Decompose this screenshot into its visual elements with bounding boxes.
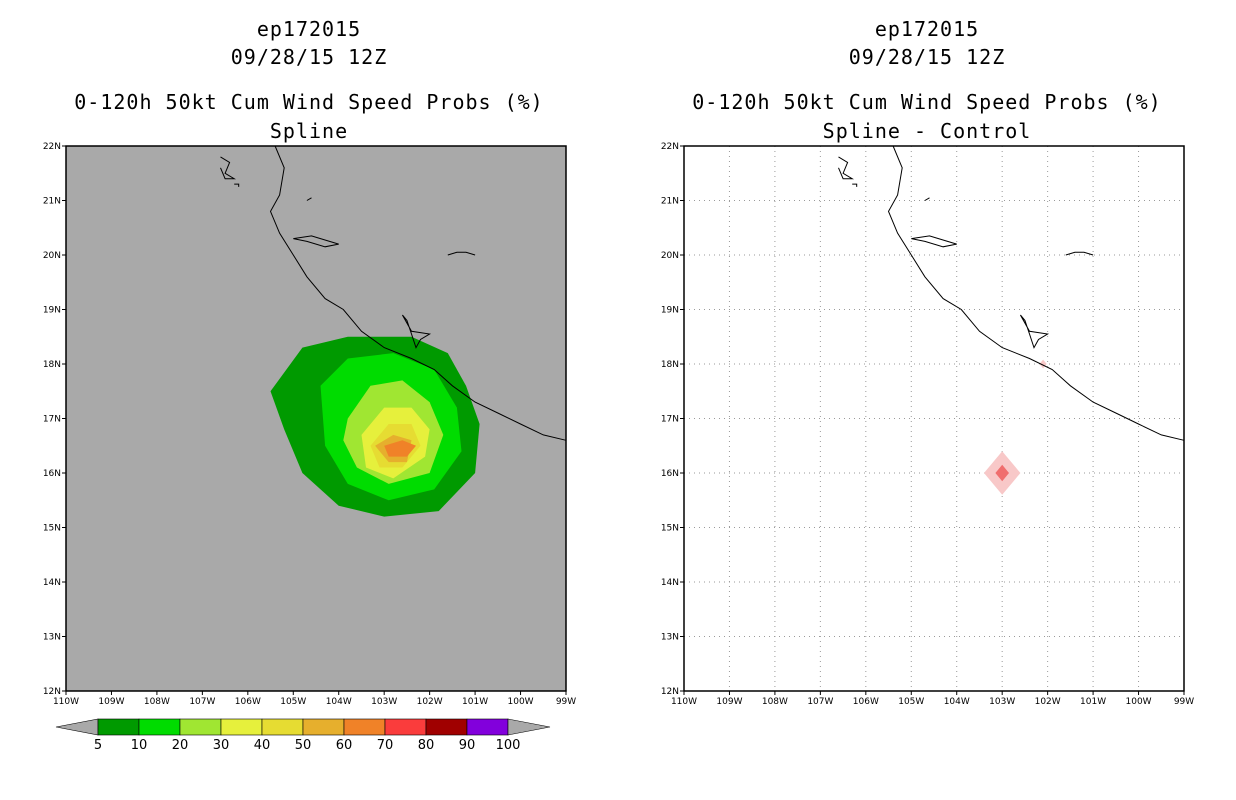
island-outline (911, 235, 957, 248)
lon-tick-label: 100W (508, 697, 534, 707)
island-outline (852, 183, 858, 187)
right-panel: ep172015 09/28/15 12Z 0-120h 50kt Cum Wi… (618, 0, 1236, 800)
island-outline (293, 235, 339, 248)
colorbar-label: 10 (131, 738, 148, 753)
lon-tick-label: 107W (807, 697, 833, 707)
colorbar-swatch (302, 718, 345, 736)
colorbar-label: 80 (418, 738, 435, 753)
lon-tick-label: 108W (762, 697, 788, 707)
lat-tick-label: 13N (43, 633, 61, 643)
colorbar-label: 5 (94, 738, 102, 753)
colorbar-swatch (343, 718, 386, 736)
coastline (269, 145, 567, 441)
lat-tick-label: 13N (661, 633, 679, 643)
left-panel: ep172015 09/28/15 12Z 0-120h 50kt Cum Wi… (43, 17, 576, 753)
island-outline (220, 156, 237, 180)
lon-tick-label: 107W (189, 697, 215, 707)
lat-tick-label: 19N (661, 306, 679, 316)
inland-outline (401, 314, 432, 349)
lat-tick-label: 21N (43, 197, 61, 207)
lon-tick-label: 99W (556, 697, 576, 707)
storm-id: ep172015 (256, 17, 362, 41)
difference-feature (995, 464, 1009, 482)
lon-tick-label: 110W (53, 697, 79, 707)
lat-tick-label: 15N (661, 524, 679, 534)
lat-tick-label: 16N (661, 469, 679, 479)
colorbar-swatch (179, 718, 222, 736)
colorbar-end-arrow (55, 718, 99, 736)
lon-tick-label: 104W (326, 697, 352, 707)
lat-tick-label: 21N (661, 197, 679, 207)
coastline (887, 145, 1185, 441)
colorbar-swatch (220, 718, 263, 736)
product-title: 0-120h 50kt Cum Wind Speed Probs (%) (692, 90, 1162, 114)
colorbar-swatch (466, 718, 509, 736)
forecast-datetime: 09/28/15 12Z (230, 45, 388, 69)
lon-tick-label: 102W (417, 697, 443, 707)
lon-tick-label: 108W (144, 697, 170, 707)
inland-outline (1019, 314, 1050, 349)
colorbar-label: 50 (295, 738, 312, 753)
lon-tick-label: 110W (671, 697, 697, 707)
colorbar-label: 90 (459, 738, 476, 753)
colorbar-label: 30 (213, 738, 230, 753)
island-outline (234, 183, 240, 187)
lat-tick-label: 22N (661, 142, 679, 152)
lon-tick-label: 105W (280, 697, 306, 707)
colorbar-swatch (425, 718, 468, 736)
lat-tick-label: 15N (43, 524, 61, 534)
lat-tick-label: 20N (661, 251, 679, 261)
island-outline (306, 197, 312, 201)
colorbar-label: 40 (254, 738, 271, 753)
storm-id: ep172015 (874, 17, 980, 41)
colorbar-label: 20 (172, 738, 189, 753)
colorbar-swatch (384, 718, 427, 736)
colorbar-swatch (97, 718, 140, 736)
lat-tick-label: 14N (43, 578, 61, 588)
lon-tick-label: 102W (1035, 697, 1061, 707)
contour-60 (384, 440, 416, 457)
lat-tick-label: 20N (43, 251, 61, 261)
island-outline (447, 251, 476, 256)
island-outline (838, 156, 855, 180)
island-outline (924, 197, 930, 201)
lat-tick-label: 18N (43, 360, 61, 370)
lat-tick-label: 17N (43, 415, 61, 425)
lat-tick-label: 22N (43, 142, 61, 152)
lat-tick-label: 19N (43, 306, 61, 316)
lon-tick-label: 103W (989, 697, 1015, 707)
lon-tick-label: 100W (1126, 697, 1152, 707)
lat-tick-label: 16N (43, 469, 61, 479)
panel-subtitle: Spline - Control (822, 119, 1032, 143)
lon-tick-label: 109W (98, 697, 124, 707)
lon-tick-label: 106W (235, 697, 261, 707)
lat-tick-label: 17N (661, 415, 679, 425)
lon-tick-label: 104W (944, 697, 970, 707)
colorbar-end-arrow (507, 718, 551, 736)
lon-tick-label: 105W (898, 697, 924, 707)
lon-tick-label: 101W (1080, 697, 1106, 707)
lat-tick-label: 12N (661, 687, 679, 697)
panel-subtitle: Spline (269, 119, 349, 143)
colorbar-swatch (138, 718, 181, 736)
colorbar-label: 60 (336, 738, 353, 753)
lon-tick-label: 109W (716, 697, 742, 707)
colorbar-swatch (261, 718, 304, 736)
lat-tick-label: 18N (661, 360, 679, 370)
lat-tick-label: 14N (661, 578, 679, 588)
product-title: 0-120h 50kt Cum Wind Speed Probs (%) (74, 90, 544, 114)
difference-map: 12N 13N 14N 15N 16N 17N 18N 19N 20N 21N 22N 110W 109… (661, 142, 1194, 707)
lon-tick-label: 106W (853, 697, 879, 707)
colorbar-label: 100 (496, 738, 521, 753)
forecast-datetime: 09/28/15 12Z (848, 45, 1006, 69)
colorbar-label: 70 (377, 738, 394, 753)
island-outline (1065, 251, 1094, 256)
lat-tick-label: 12N (43, 687, 61, 697)
lon-tick-label: 99W (1174, 697, 1194, 707)
lon-tick-label: 101W (462, 697, 488, 707)
lon-tick-label: 103W (371, 697, 397, 707)
